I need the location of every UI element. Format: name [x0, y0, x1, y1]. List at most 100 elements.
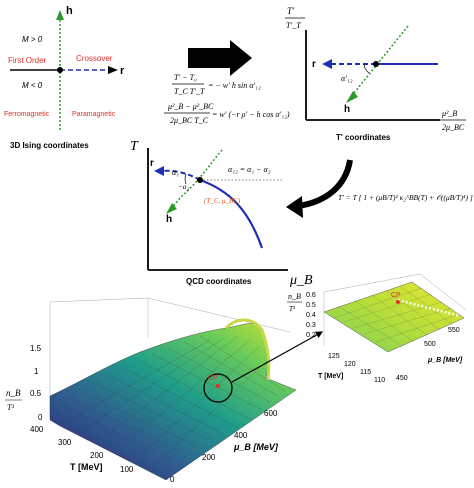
- surface-zoom-mu-tick: 450: [396, 375, 408, 382]
- qcd-critical-point-label: (T_C, μ_BC): [204, 197, 241, 205]
- ising-m-neg: M < 0: [22, 81, 43, 90]
- ising-caption: 3D Ising coordinates: [10, 141, 89, 150]
- qcd-alpha-arc: [184, 173, 187, 185]
- eq1-lhs-num: T′ − T₀: [174, 73, 197, 82]
- qcd-alpha2-label: −α₂: [178, 183, 189, 191]
- surface-zoom-t-tick: 120: [344, 361, 356, 368]
- ising-h-arrow-icon: [56, 10, 64, 20]
- qcd-r-axis: [161, 169, 201, 181]
- surface-main-z-tick: 0: [38, 413, 43, 422]
- tprime-y-label-num: T′: [287, 6, 295, 16]
- surface-main-mu-tick: 0: [170, 475, 175, 484]
- surface-main-mu-label: μ_B [MeV]: [233, 442, 279, 452]
- surface-zoom-cp-dot: [396, 300, 400, 304]
- tprime-h-axis: [349, 25, 409, 99]
- surface-main-t-tick: 200: [90, 451, 104, 460]
- surface-main-z-den: T³: [7, 403, 14, 412]
- ising-crossover-label: Crossover: [76, 54, 113, 63]
- qcd-y-label: T: [130, 139, 139, 154]
- eq1-rhs: = − w′ h sin α′₁₂: [208, 81, 261, 90]
- tprime-h-arrow-icon: [346, 91, 358, 103]
- surface-zoom-mesh: [333, 287, 461, 343]
- surface-zoom-t-label: T [MeV]: [318, 373, 343, 380]
- surface-main-z-num: n_B: [6, 388, 21, 398]
- qcd-caption: QCD coordinates: [186, 277, 252, 286]
- surface-zoom-z-num: n_B: [288, 292, 301, 301]
- box-edge: [419, 273, 467, 311]
- surface-main-z-tick: 1.5: [30, 344, 42, 353]
- zoom-arrow: [231, 331, 324, 383]
- surface-zoom-panel: CP n_B T³ 0.6 0.5 0.4 0.3 0.2 125 120 11…: [287, 273, 467, 384]
- surface-zoom-z-tick: 0.4: [306, 312, 316, 319]
- surface-zoom-z-tick: 0.2: [306, 332, 316, 339]
- surface-zoom-mesh: [337, 285, 453, 347]
- surface-main-t-tick: 300: [58, 438, 72, 447]
- qcd-alpha12-label: α₁₂ = α₁ − α₂: [228, 165, 271, 174]
- ising-r-arrow-icon: [108, 66, 118, 74]
- qcd-h-axis: [169, 149, 223, 211]
- ising-m-pos: M > 0: [22, 35, 43, 44]
- surface-main-z-tick: 0.5: [30, 389, 42, 398]
- surface-main-mu-tick: 200: [202, 453, 216, 462]
- surface-main-panel: CP n_B T³ 1.5 1 0.5 0 400 300 200 100 T …: [5, 297, 324, 484]
- surface-zoom-z-tick: 0.5: [306, 302, 316, 309]
- surface-main-peak: [224, 318, 271, 381]
- transform-equation: T′ = T [ 1 + (μB/T)² κ₂^BB(T) + 𝒪((μB/T)…: [338, 193, 473, 202]
- surface-zoom-z-den: T³: [289, 305, 296, 313]
- ising-paramagnetic-label: Paramagnetic: [72, 111, 116, 118]
- ising-h-label: h: [66, 5, 73, 17]
- surface-zoom-cp-label: CP: [391, 292, 401, 299]
- ising-critical-dot: [57, 67, 63, 73]
- surface-main-cp-dot: [216, 384, 220, 388]
- tprime-angle-label: α′₁₂: [341, 74, 353, 83]
- qcd-r-label: r: [150, 158, 154, 169]
- qcd-x-label: μ_B: [289, 273, 313, 288]
- box-edge: [323, 273, 421, 293]
- ising-first-order-label: First Order: [8, 56, 47, 65]
- surface-main-z-tick: 1: [34, 367, 39, 376]
- surface-main-t-tick: 100: [120, 465, 134, 474]
- box-edge: [49, 297, 149, 303]
- arrow-right-icon: [188, 40, 252, 76]
- surface-main-mu-tick: 400: [234, 431, 248, 440]
- surface-main-cp-label: CP: [208, 375, 218, 382]
- ising-panel: h r M > 0 M < 0 First Order Crossover Fe…: [4, 5, 125, 150]
- surface-main-t-tick: 400: [30, 425, 44, 434]
- curved-arrow-icon: [286, 196, 303, 218]
- surface-zoom-mu-label: μ_B [MeV]: [427, 357, 463, 364]
- eq1-lhs-den: T_C T′_T: [174, 87, 205, 96]
- surface-zoom-mu-tick: 500: [424, 341, 436, 348]
- tprime-h-label: h: [344, 104, 350, 115]
- tprime-angle-arc: [363, 63, 370, 74]
- tprime-critical-dot: [373, 61, 379, 67]
- surface-main-cp-circle: [203, 373, 233, 403]
- eq2-lhs-num: μ²_B − μ²_BC: [167, 102, 214, 111]
- surface-zoom-crossover: [397, 298, 461, 318]
- tprime-x-label-num: μ²_B: [441, 109, 457, 118]
- surface-zoom-t-tick: 110: [374, 377, 385, 384]
- qcd-critical-dot: [197, 177, 203, 183]
- surface-zoom-mu-tick: 550: [448, 327, 460, 334]
- tprime-r-arrow-icon: [322, 59, 332, 69]
- qcd-h-arrow-icon: [166, 203, 177, 214]
- surface-main-t-label: T [MeV]: [70, 462, 103, 472]
- qcd-first-order-curve: [199, 178, 264, 249]
- ising-ferromagnetic-label: Ferromagnetic: [4, 111, 50, 118]
- qcd-panel: T μ_B r h α₁ −α₂ α₁₂ = α₁ − α₂ (T_C, μ_B…: [130, 139, 313, 288]
- tprime-y-label-den: T′_T: [286, 21, 301, 30]
- eq2-lhs-den: 2μ_BC T_C: [170, 116, 209, 125]
- surface-zoom-t-tick: 115: [360, 369, 371, 376]
- equations-block: T′ − T₀ T_C T′_T = − w′ h sin α′₁₂ μ²_B …: [164, 73, 290, 125]
- surface-zoom-body: [323, 281, 465, 353]
- surface-zoom-z-tick: 0.6: [306, 292, 316, 299]
- eq2-rhs: = w′ (−r ρ′ − h cos α′₁₂): [212, 110, 290, 119]
- surface-main-mu-tick: 600: [264, 409, 278, 418]
- box-edge: [147, 297, 291, 333]
- surface-zoom-z-tick: 0.3: [306, 322, 316, 329]
- surface-zoom-t-tick: 125: [328, 353, 340, 360]
- qcd-h-label: h: [166, 214, 172, 225]
- tprime-r-label: r: [312, 59, 316, 70]
- qcd-r-arrow-icon: [154, 166, 164, 176]
- tprime-x-label-den: 2μ_BC: [442, 123, 465, 132]
